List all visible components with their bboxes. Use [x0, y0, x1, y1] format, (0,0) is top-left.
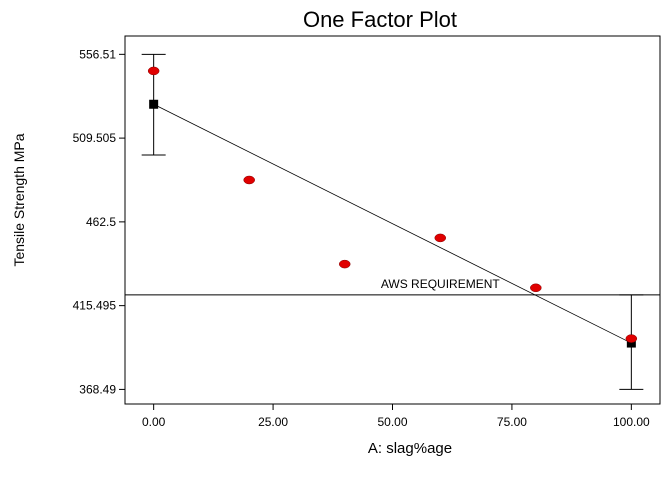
- fit-line: [153, 103, 632, 344]
- x-axis-label: A: slag%age: [368, 440, 452, 457]
- y-tick-label-3: 415.495: [73, 299, 117, 313]
- x-tick-label-3: 75.00: [497, 415, 527, 429]
- y-tick-label-4: 368.49: [79, 382, 116, 396]
- data-point-0: [147, 66, 160, 76]
- error-bars: [141, 53, 644, 390]
- data-point-4: [530, 283, 542, 293]
- plot-frame: [124, 35, 661, 405]
- chart-title: One Factor Plot: [303, 7, 457, 32]
- data-point-5: [625, 334, 638, 343]
- x-tick-label-1: 25.00: [258, 415, 288, 429]
- y-axis: 556.51 509.505 462.5 415.495 368.49: [73, 47, 125, 396]
- aws-requirement-label: AWS REQUIREMENT: [381, 277, 501, 291]
- y-tick-label-1: 509.505: [73, 131, 117, 145]
- prediction-square-0: [149, 99, 159, 109]
- x-tick-label-2: 50.00: [377, 415, 407, 429]
- end-point-markers: [149, 99, 636, 348]
- y-tick-label-2: 462.5: [86, 215, 116, 229]
- data-point-3: [434, 233, 447, 243]
- y-tick-label-0: 556.51: [79, 47, 116, 61]
- design-points: [147, 66, 638, 343]
- data-point-1: [243, 175, 255, 185]
- x-tick-label-4: 100.00: [613, 415, 650, 429]
- x-tick-label-0: 0.00: [142, 415, 166, 429]
- data-point-2: [338, 259, 351, 269]
- y-axis-label: Tensile Strength MPa: [11, 133, 27, 266]
- prediction-square-1: [626, 338, 636, 348]
- x-axis: 0.00 25.00 50.00 75.00 100.00: [142, 404, 650, 429]
